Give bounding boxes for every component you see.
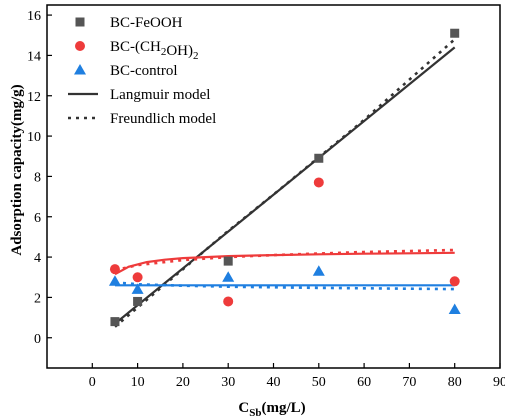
data-point — [448, 303, 461, 315]
legend: BC-FeOOH BC-(CH2OH)2BC-control Langmuir mo… — [68, 15, 216, 127]
x-tick-label: 0 — [89, 375, 96, 390]
data-point — [449, 276, 460, 287]
x-tick-label: 10 — [131, 375, 145, 390]
y-tick-label: 16 — [27, 9, 41, 24]
axes: 0 10 20 30 40 50 60 70 80 90 0 2 4 6 8 10 12 14 16 — [27, 4, 505, 390]
y-tick-label: 2 — [34, 291, 41, 306]
legend-label: BC-(CH2OH)2 — [110, 39, 199, 62]
data-point — [312, 265, 325, 276]
x-tick-label: 30 — [221, 375, 235, 390]
x-tick-label: 50 — [312, 375, 326, 390]
y-tick-label: 12 — [27, 90, 41, 105]
y-axis-title: Adsorption capacity(mg/g) — [9, 84, 25, 255]
x-tick-label: 40 — [267, 375, 281, 390]
data-point — [131, 283, 144, 294]
x-tick-label: 70 — [402, 375, 416, 390]
legend-label: Langmuir model — [110, 87, 210, 103]
data-point — [110, 317, 120, 327]
data-point — [133, 296, 143, 306]
legend-label: Freundlich model — [110, 111, 216, 127]
x-axis-title: CSb(mg/L) — [238, 400, 305, 419]
fit-curves — [114, 38, 456, 328]
y-tick-label: 8 — [34, 170, 41, 185]
data-point — [109, 264, 120, 275]
y-tick-label: 6 — [34, 211, 41, 226]
y-tick-label: 4 — [34, 251, 41, 266]
x-tick-label: 90 — [493, 375, 505, 390]
legend-marker — [75, 41, 85, 51]
data-point — [132, 272, 143, 283]
y-tick-label: 14 — [27, 49, 41, 64]
x-tick-label: 80 — [448, 375, 462, 390]
y-tick-label: 10 — [27, 130, 41, 145]
legend-marker — [75, 17, 85, 27]
y-tick-label: 0 — [34, 332, 41, 347]
data-point — [222, 271, 235, 282]
data-point — [313, 177, 324, 188]
legend-label: BC-FeOOH — [110, 15, 183, 31]
fit-curve-langmuir — [114, 251, 455, 276]
data-point — [223, 256, 233, 266]
data-point — [314, 153, 324, 163]
legend-label: BC-control — [110, 63, 178, 79]
fit-curve-freundlich — [114, 38, 456, 328]
fit-curve-freundlich — [114, 248, 455, 272]
plot-frame — [46, 4, 501, 369]
data-point — [108, 275, 121, 286]
legend-marker — [74, 64, 86, 75]
data-point — [450, 28, 460, 38]
x-tick-label: 60 — [357, 375, 371, 390]
data-points — [108, 28, 461, 327]
data-point — [223, 296, 234, 307]
x-tick-label: 20 — [176, 375, 190, 390]
